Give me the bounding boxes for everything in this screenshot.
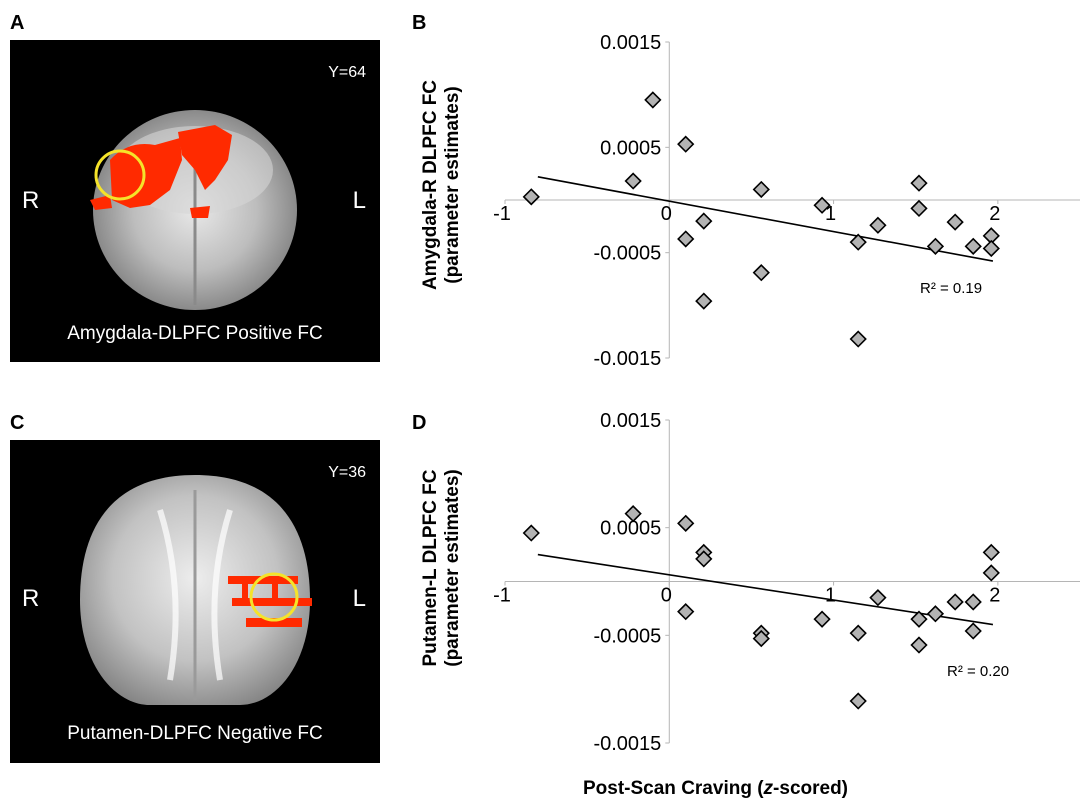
x-tick-label-d: -1 (493, 585, 511, 607)
data-point-d (752, 629, 770, 648)
brain-image-a: Y=64 R L Amygdala-DLPFC Positive FC (10, 40, 380, 362)
trendline-b (537, 176, 994, 262)
x-tick-label-d: 1 (825, 585, 836, 607)
data-point-b (910, 199, 928, 218)
data-point-d (926, 605, 945, 623)
data-point-b (910, 174, 928, 192)
y-tick-label-d: 0.0015 (600, 410, 661, 432)
right-hemisphere-label-c: R (22, 585, 40, 612)
data-point-b (677, 230, 695, 248)
data-point-d (964, 593, 982, 611)
data-point-d (849, 624, 867, 642)
brain-slice-a (90, 110, 297, 310)
y-tick-label-d: -0.0015 (593, 733, 661, 755)
data-point-d (522, 524, 540, 542)
y-tick-label-b: -0.0005 (593, 243, 661, 265)
data-point-b (813, 196, 831, 214)
data-point-d (910, 636, 928, 654)
x-axis-title-suffix: -scored) (773, 778, 849, 799)
data-point-b (677, 135, 695, 153)
scatter-chart-d: 0.0015 0.0005 -0.0005 -0.0015 -1 0 1 2 R² = 0.20 (493, 410, 1080, 755)
data-point-b (849, 233, 867, 251)
panel-letter-b: B (412, 12, 427, 34)
data-point-d (677, 514, 695, 532)
data-point-b (644, 91, 662, 109)
y-axis-label-d-line1: Putamen-L DLPFC FC (420, 469, 441, 667)
white-matter-left-c (157, 509, 179, 681)
data-point-b (926, 237, 945, 255)
slice-label-a: Y=64 (328, 64, 366, 81)
panel-letter-c: C (10, 412, 25, 434)
trendline-d (537, 553, 994, 626)
left-hemisphere-label-a: L (352, 187, 366, 214)
caption-a: Amygdala-DLPFC Positive FC (67, 323, 323, 344)
data-point-d (982, 543, 1000, 562)
data-point-b (752, 180, 770, 199)
x-axis-title-prefix: Post-Scan Craving ( (583, 778, 764, 799)
activation-cluster-a (90, 125, 232, 218)
left-hemisphere-label-c: L (352, 585, 366, 612)
data-point-d (869, 589, 887, 607)
activation-cluster-c (228, 576, 312, 627)
x-tick-label-b: 0 (661, 203, 672, 225)
data-point-d (677, 603, 695, 621)
y-axis-label-b-line1: Amygdala-R DLPFC FC (420, 79, 441, 291)
data-point-b (946, 213, 964, 231)
y-tick-label-b: 0.0005 (600, 137, 661, 159)
panel-letter-d: D (412, 412, 427, 434)
data-point-b (849, 330, 867, 348)
r-squared-label-b: R² = 0.19 (920, 280, 982, 297)
brain-slice-c (80, 475, 312, 705)
data-point-d (946, 593, 964, 611)
data-point-d (982, 564, 1000, 582)
y-axis-label-d-line2: (parameter estimates) (442, 469, 463, 667)
data-point-b (522, 188, 540, 206)
scatter-chart-b: 0.0015 0.0005 -0.0005 -0.0015 -1 0 1 2 R² = 0.19 (493, 32, 1080, 370)
data-point-b (869, 216, 887, 234)
white-matter-right-c (211, 509, 233, 681)
x-tick-label-d: 2 (989, 585, 1000, 607)
right-hemisphere-label-a: R (22, 187, 40, 214)
data-point-b (982, 239, 1000, 258)
x-tick-label-b: 2 (989, 203, 1000, 225)
y-axis-label-d: Putamen-L DLPFC FC (parameter estimates) (420, 458, 464, 678)
x-tick-label-b: -1 (493, 203, 511, 225)
roi-circle-c (249, 572, 299, 622)
brain-image-c: Y=36 R L Putamen-DLPFC Negative FC (10, 440, 380, 763)
x-tick-label-d: 0 (661, 585, 672, 607)
y-tick-label-b: 0.0015 (600, 32, 661, 54)
data-point-b (695, 292, 713, 310)
data-point-b (964, 237, 982, 255)
y-tick-label-b: -0.0015 (593, 348, 661, 370)
data-point-d (624, 505, 642, 523)
x-axis-title: Post-Scan Craving (z-scored) (583, 778, 848, 800)
data-point-d (964, 622, 982, 640)
panel-letter-a: A (10, 12, 25, 34)
slice-label-c: Y=36 (328, 464, 366, 481)
y-axis-label-b-line2: (parameter estimates) (442, 86, 463, 284)
roi-circle-a (94, 149, 146, 201)
r-squared-label-d: R² = 0.20 (947, 663, 1009, 680)
y-tick-label-d: -0.0005 (593, 625, 661, 647)
y-tick-label-d: 0.0005 (600, 518, 661, 540)
x-tick-label-b: 1 (825, 203, 836, 225)
x-axis-title-italic: z (763, 778, 774, 799)
data-point-d (910, 610, 928, 628)
data-point-b (752, 264, 770, 282)
data-point-d (849, 692, 867, 710)
data-point-d (813, 610, 831, 628)
caption-c: Putamen-DLPFC Negative FC (67, 723, 323, 744)
data-point-d (695, 550, 713, 568)
data-point-b (695, 212, 713, 230)
y-axis-label-b: Amygdala-R DLPFC FC (parameter estimates… (420, 75, 464, 295)
data-point-b (624, 172, 642, 190)
